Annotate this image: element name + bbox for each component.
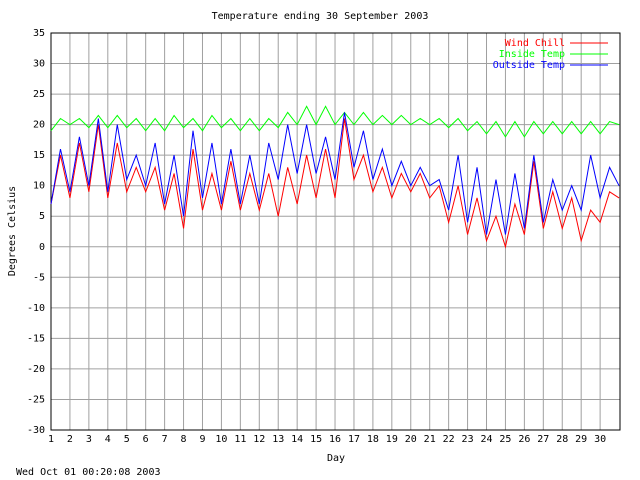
y-tick-label: 5 bbox=[39, 211, 45, 222]
data-line bbox=[50, 112, 620, 235]
y-tick-label: -20 bbox=[27, 364, 45, 375]
y-tick-label: -15 bbox=[27, 333, 45, 344]
y-axis-label: Degrees Celsius bbox=[7, 186, 18, 276]
x-tick-label: 7 bbox=[162, 434, 168, 445]
legend-label: Outside Temp bbox=[493, 60, 565, 71]
x-tick-label: 6 bbox=[143, 434, 149, 445]
y-tick-label: 20 bbox=[33, 120, 45, 131]
x-tick-label: 29 bbox=[575, 434, 587, 445]
x-tick-label: 5 bbox=[124, 434, 130, 445]
x-tick-label: 2 bbox=[67, 434, 73, 445]
y-tick-label: -5 bbox=[33, 272, 45, 283]
data-line bbox=[50, 118, 620, 249]
x-tick-label: 25 bbox=[499, 434, 511, 445]
y-tick-label: 35 bbox=[33, 28, 45, 39]
y-tick-label: 10 bbox=[33, 181, 45, 192]
y-tick-label: -10 bbox=[27, 303, 45, 314]
x-tick-label: 22 bbox=[443, 434, 455, 445]
x-tick-label: 27 bbox=[537, 434, 549, 445]
plot-frame bbox=[50, 32, 621, 431]
chart-title: Temperature ending 30 September 2003 bbox=[212, 11, 429, 22]
x-tick-label: 20 bbox=[405, 434, 417, 445]
x-tick-label: 26 bbox=[518, 434, 530, 445]
x-tick-label: 15 bbox=[310, 434, 322, 445]
x-tick-label: 16 bbox=[329, 434, 341, 445]
x-tick-label: 1 bbox=[48, 434, 54, 445]
x-tick-label: 21 bbox=[424, 434, 436, 445]
x-tick-label: 3 bbox=[86, 434, 92, 445]
x-tick-label: 18 bbox=[367, 434, 379, 445]
x-tick-label: 24 bbox=[480, 434, 492, 445]
x-tick-label: 19 bbox=[386, 434, 398, 445]
x-tick-label: 13 bbox=[272, 434, 284, 445]
x-tick-label: 17 bbox=[348, 434, 360, 445]
y-tick-label: -25 bbox=[27, 394, 45, 405]
y-tick-label: 0 bbox=[39, 242, 45, 253]
x-tick-label: 30 bbox=[594, 434, 606, 445]
x-tick-label: 28 bbox=[556, 434, 568, 445]
x-axis-label: Day bbox=[327, 453, 345, 464]
x-tick-label: 10 bbox=[215, 434, 227, 445]
x-tick-label: 23 bbox=[462, 434, 474, 445]
data-line bbox=[50, 105, 620, 138]
y-tick-label: 30 bbox=[33, 59, 45, 70]
y-tick-label: -30 bbox=[27, 425, 45, 436]
x-tick-label: 4 bbox=[105, 434, 111, 445]
x-tick-label: 9 bbox=[199, 434, 205, 445]
y-tick-label: 25 bbox=[33, 89, 45, 100]
legend-label: Inside Temp bbox=[499, 49, 565, 60]
x-tick-label: 14 bbox=[291, 434, 303, 445]
legend-label: Wind Chill bbox=[505, 38, 565, 49]
y-tick-label: 15 bbox=[33, 150, 45, 161]
x-tick-label: 12 bbox=[253, 434, 265, 445]
x-tick-label: 8 bbox=[181, 434, 187, 445]
x-tick-label: 11 bbox=[234, 434, 246, 445]
footer: Wed Oct 01 00:20:08 2003 bbox=[16, 467, 161, 478]
